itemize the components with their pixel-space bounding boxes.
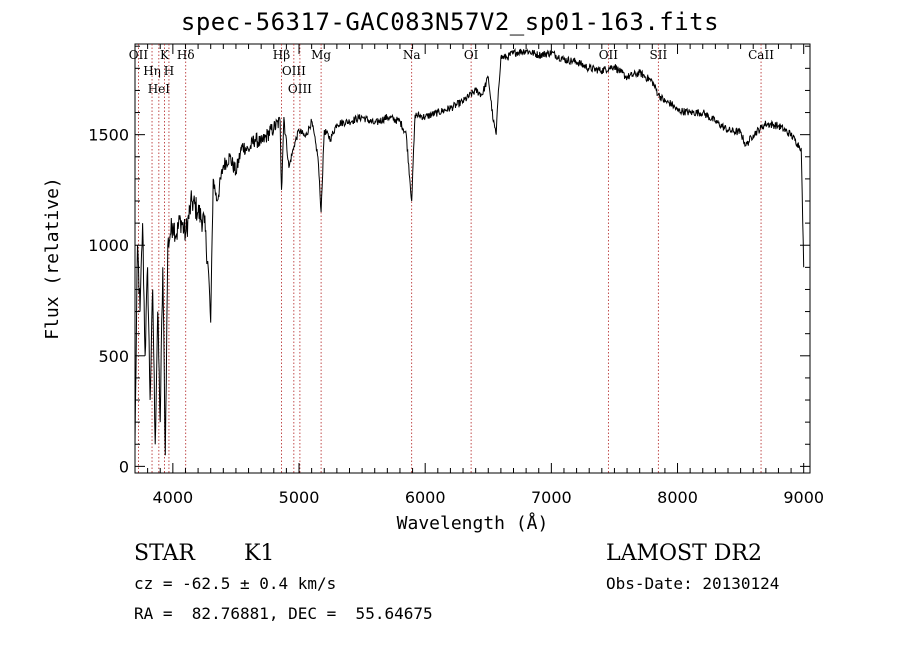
y-axis-label: Flux (relative) xyxy=(42,177,63,340)
plot-frame xyxy=(134,43,811,474)
x-tick-label: 7000 xyxy=(531,488,572,507)
x-tick-label: 9000 xyxy=(783,488,824,507)
y-tick-label: 1500 xyxy=(88,126,129,145)
line-label: OIII xyxy=(288,82,312,96)
line-label: Na xyxy=(403,48,421,62)
x-tick-label: 6000 xyxy=(405,488,446,507)
line-label: Hβ xyxy=(273,48,290,62)
line-label: OII xyxy=(599,48,619,62)
line-label: H xyxy=(164,64,174,78)
y-tick-label: 500 xyxy=(98,347,129,366)
line-label: CaII xyxy=(748,48,774,62)
x-tick-label: 8000 xyxy=(657,488,698,507)
x-tick-label: 4000 xyxy=(152,488,193,507)
line-label: HeI xyxy=(148,82,171,96)
line-label: Mg xyxy=(311,48,331,62)
survey-label: LAMOST DR2 xyxy=(606,541,762,566)
obs-date-text: Obs-Date: 20130124 xyxy=(606,574,780,593)
spectrum-line xyxy=(134,47,805,456)
x-tick-label: 5000 xyxy=(279,488,320,507)
chart-title: spec-56317-GAC083N57V2_sp01-163.fits xyxy=(180,8,720,36)
object-class: STAR xyxy=(134,541,195,566)
line-label: K xyxy=(160,48,170,62)
coordinates-text: RA = 82.76881, DEC = 55.64675 xyxy=(134,604,433,623)
line-label: OII xyxy=(129,48,149,62)
object-subclass: K1 xyxy=(244,541,275,566)
x-axis-label: Wavelength (Å) xyxy=(397,512,549,534)
line-label: Hδ xyxy=(177,48,195,62)
line-label: Hη xyxy=(143,64,161,78)
line-label: SII xyxy=(649,48,667,62)
line-label: OIII xyxy=(282,64,306,78)
redshift-text: cz = -62.5 ± 0.4 km/s xyxy=(134,574,337,593)
y-tick-label: 1000 xyxy=(88,236,129,255)
line-label: OI xyxy=(464,48,479,62)
y-tick-label: 0 xyxy=(119,457,129,476)
